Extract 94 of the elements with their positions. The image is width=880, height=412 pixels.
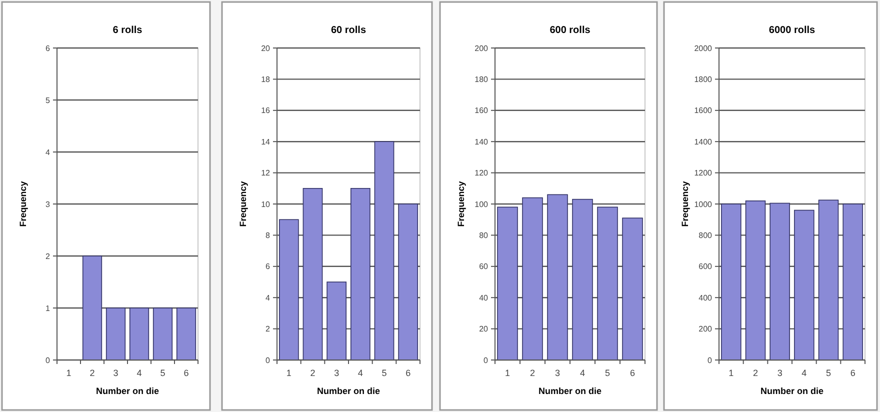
bar: [326, 282, 347, 360]
y-tick-label: 120: [474, 168, 489, 178]
y-tick-label: 2: [46, 252, 51, 261]
bar: [398, 204, 418, 360]
y-tick-label: 20: [479, 324, 489, 334]
y-tick-label: 0: [484, 356, 489, 365]
y-axis-title: Frequency: [18, 181, 28, 227]
x-tick-label: 1: [66, 368, 72, 378]
y-tick-label: 2000: [694, 44, 713, 53]
chart-title: 6000 rolls: [768, 25, 816, 36]
x-axis-title: Number on die: [316, 386, 380, 396]
y-axis-title: Frequency: [456, 181, 466, 227]
y-tick-label: 1800: [694, 75, 713, 84]
chart-title: 600 rolls: [550, 25, 591, 36]
y-tick-label: 4: [266, 293, 271, 302]
y-tick-label: 400: [698, 293, 713, 302]
y-tick-label: 6: [46, 44, 51, 53]
y-tick-label: 0: [266, 356, 271, 365]
bar: [350, 188, 370, 360]
x-tick-label: 4: [580, 368, 586, 378]
chart-title: 60 rolls: [330, 25, 366, 36]
y-tick-label: 6: [266, 262, 271, 272]
x-tick-label: 3: [777, 368, 782, 378]
y-tick-label: 1600: [694, 106, 713, 116]
bar: [374, 141, 394, 360]
bar: [597, 206, 618, 360]
bar: [497, 206, 518, 360]
y-axis-title: Frequency: [238, 181, 248, 227]
x-tick-label: 5: [826, 368, 832, 378]
y-tick-label: 1000: [694, 200, 713, 209]
x-tick-label: 6: [850, 368, 856, 378]
y-tick-label: 100: [474, 200, 489, 209]
y-tick-label: 80: [479, 231, 489, 240]
y-tick-label: 800: [698, 231, 713, 240]
x-tick-label: 1: [286, 368, 292, 378]
bar: [302, 188, 323, 360]
bar: [622, 218, 643, 360]
x-tick-label: 4: [358, 368, 363, 378]
y-tick-label: 180: [474, 75, 489, 84]
y-tick-label: 20: [261, 44, 271, 53]
bar: [572, 198, 593, 360]
y-tick-label: 18: [261, 75, 271, 84]
x-tick-label: 6: [184, 368, 189, 378]
y-tick-label: 14: [261, 137, 271, 146]
x-axis-title: Number on die: [538, 386, 602, 396]
x-axis-title: Number on die: [760, 386, 824, 396]
x-tick-label: 3: [334, 368, 340, 378]
y-tick-label: 160: [474, 106, 489, 116]
x-tick-label: 1: [728, 368, 734, 378]
x-tick-label: 5: [604, 368, 610, 378]
y-tick-label: 3: [46, 200, 51, 209]
y-tick-label: 60: [479, 262, 489, 272]
bar: [794, 210, 814, 360]
y-tick-label: 16: [261, 106, 271, 116]
y-tick-label: 4: [46, 148, 51, 157]
y-tick-label: 5: [46, 96, 51, 105]
y-tick-label: 2: [266, 324, 271, 334]
y-tick-label: 600: [698, 262, 713, 272]
x-tick-label: 4: [802, 368, 807, 378]
x-tick-label: 2: [752, 368, 758, 378]
y-axis-title: Frequency: [680, 181, 690, 227]
x-tick-label: 2: [310, 368, 316, 378]
y-tick-label: 0: [46, 356, 51, 365]
y-tick-label: 10: [261, 200, 271, 209]
x-tick-label: 6: [406, 368, 411, 378]
bar: [522, 197, 543, 360]
x-tick-label: 2: [530, 368, 536, 378]
bar: [770, 202, 790, 360]
bar: [721, 204, 742, 360]
y-tick-label: 200: [474, 44, 489, 53]
y-tick-label: 40: [479, 293, 489, 302]
x-tick-label: 3: [554, 368, 560, 378]
y-tick-label: 1200: [694, 168, 713, 178]
y-tick-label: 1400: [694, 137, 713, 146]
x-tick-label: 1: [504, 368, 510, 378]
x-tick-label: 6: [630, 368, 636, 378]
x-tick-label: 4: [136, 368, 142, 378]
bar: [842, 204, 863, 360]
y-tick-label: 12: [261, 168, 271, 178]
x-axis-title: Number on die: [96, 386, 160, 396]
y-tick-label: 0: [708, 356, 713, 365]
x-tick-label: 5: [160, 368, 166, 378]
y-tick-label: 8: [266, 231, 271, 240]
x-tick-label: 2: [90, 368, 95, 378]
bar: [547, 194, 568, 360]
bar: [745, 200, 766, 360]
bar: [278, 219, 299, 360]
bar: [818, 200, 839, 360]
x-tick-label: 3: [113, 368, 118, 378]
x-tick-label: 5: [382, 368, 387, 378]
y-tick-label: 140: [474, 137, 489, 146]
y-tick-label: 200: [698, 324, 713, 334]
y-tick-label: 1: [46, 304, 51, 313]
chart-title: 6 rolls: [112, 25, 143, 36]
